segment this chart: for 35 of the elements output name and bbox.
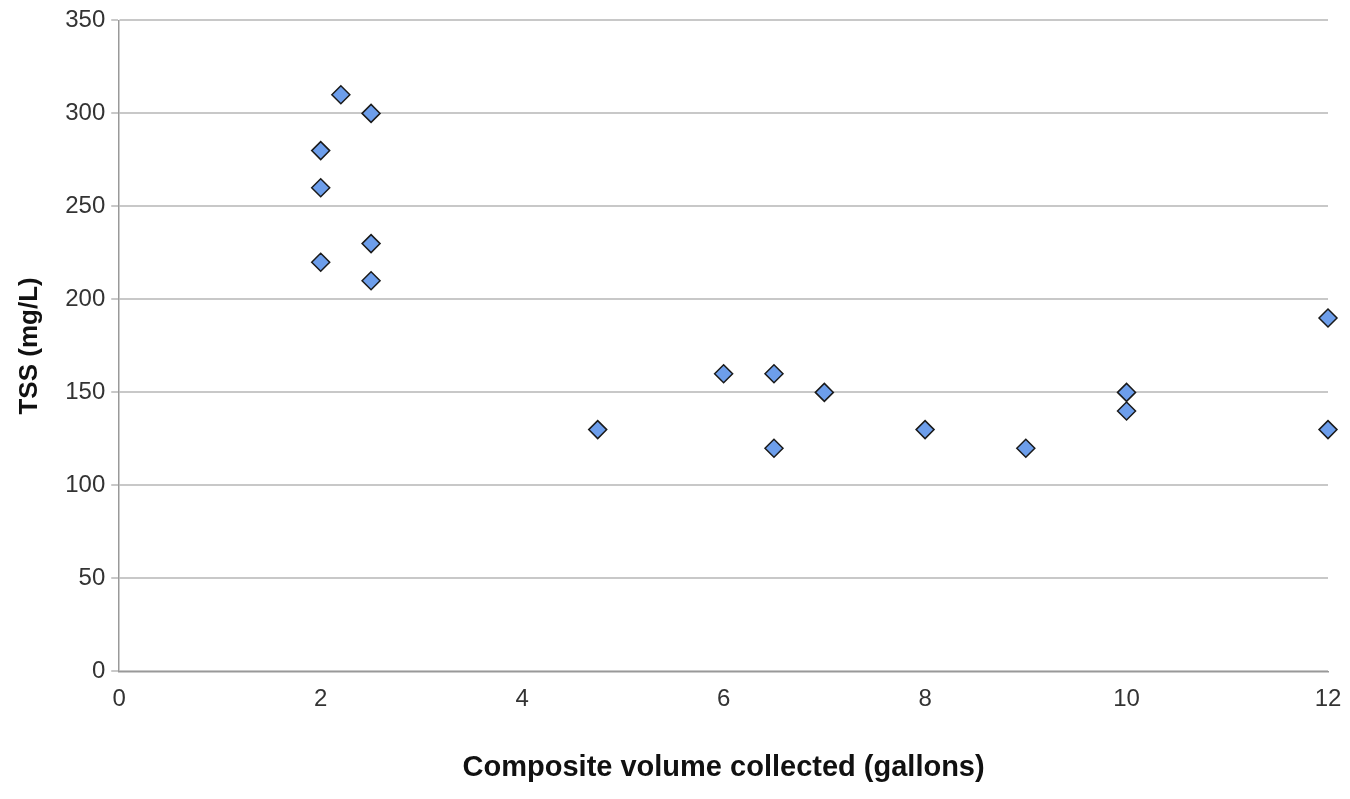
point bbox=[1318, 308, 1338, 328]
y-tick-label: 300 bbox=[65, 98, 106, 126]
y-tick-label: 350 bbox=[65, 5, 106, 33]
y-tick-label: 100 bbox=[65, 470, 106, 498]
point bbox=[1116, 382, 1137, 403]
x-tick-label: 8 bbox=[918, 684, 932, 712]
x-axis-title: Composite volume collected (gallons) bbox=[462, 749, 985, 782]
point bbox=[361, 271, 381, 291]
point bbox=[361, 233, 381, 254]
point bbox=[361, 103, 381, 124]
y-tick-label: 0 bbox=[91, 656, 106, 684]
x-tick-label: 2 bbox=[314, 684, 328, 712]
point bbox=[1116, 401, 1137, 421]
point bbox=[915, 419, 935, 440]
x-tick-label: 4 bbox=[515, 684, 529, 712]
point bbox=[587, 419, 608, 440]
point bbox=[310, 252, 331, 272]
x-tick-label: 0 bbox=[112, 684, 126, 712]
x-tick-label: 6 bbox=[716, 684, 731, 712]
point bbox=[713, 364, 734, 384]
point bbox=[331, 85, 351, 105]
y-tick-label: 50 bbox=[78, 563, 106, 591]
y-tick-label: 250 bbox=[65, 191, 106, 219]
point bbox=[1016, 438, 1036, 458]
y-tick-label: 200 bbox=[65, 284, 106, 312]
point bbox=[764, 364, 784, 384]
point bbox=[310, 140, 331, 161]
y-axis-title: TSS (mg/L) bbox=[12, 277, 43, 415]
point bbox=[1318, 419, 1338, 440]
point bbox=[310, 178, 331, 198]
point bbox=[764, 438, 784, 458]
x-tick-label: 10 bbox=[1113, 684, 1140, 712]
y-tick-label: 150 bbox=[65, 377, 106, 405]
x-tick-label: 12 bbox=[1314, 684, 1342, 712]
point bbox=[814, 382, 835, 403]
